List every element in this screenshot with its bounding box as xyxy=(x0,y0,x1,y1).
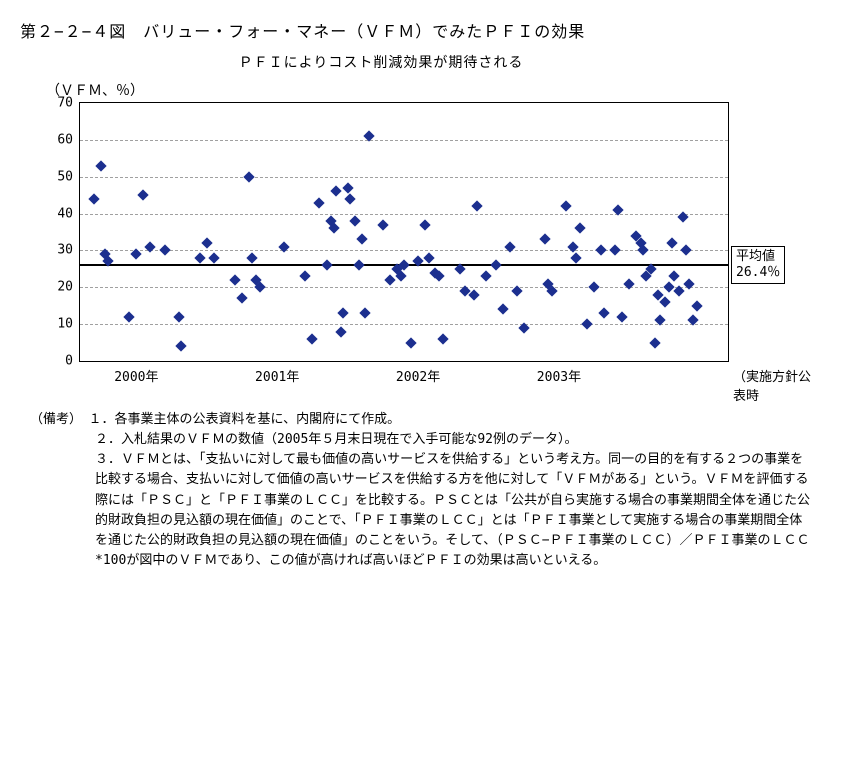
data-point xyxy=(497,304,508,315)
gridline xyxy=(80,214,728,215)
data-point xyxy=(560,201,571,212)
y-tick-label: 60 xyxy=(25,132,73,147)
data-point xyxy=(342,182,353,193)
mean-callout-line2: 26.4％ xyxy=(736,265,780,281)
data-point xyxy=(581,318,592,329)
note-lead xyxy=(30,430,95,450)
note-text: １．各事業主体の公表資料を基に、内閣府にて作成。 xyxy=(89,410,401,430)
data-point xyxy=(173,311,184,322)
data-point xyxy=(598,307,609,318)
data-point xyxy=(377,219,388,230)
data-point xyxy=(359,307,370,318)
data-point xyxy=(356,234,367,245)
data-point xyxy=(246,252,257,263)
data-point xyxy=(314,197,325,208)
note-text: ２．入札結果のＶＦＭの数値（2005年５月末日現在で入手可能な92例のデータ）。 xyxy=(95,430,577,450)
chart-container: 010203040506070 2000年2001年2002年2003年 平均値… xyxy=(25,102,817,392)
y-tick-label: 0 xyxy=(25,354,73,369)
data-point xyxy=(321,259,332,270)
note-lead: （備考） xyxy=(30,410,89,430)
data-point xyxy=(680,245,691,256)
data-point xyxy=(307,333,318,344)
data-point xyxy=(349,215,360,226)
data-point xyxy=(434,271,445,282)
x-tick-label: 2000年 xyxy=(114,366,158,385)
data-point xyxy=(490,259,501,270)
data-point xyxy=(255,282,266,293)
y-tick-label: 10 xyxy=(25,317,73,332)
x-tick-label: 2003年 xyxy=(537,366,581,385)
data-point xyxy=(201,237,212,248)
data-point xyxy=(589,282,600,293)
data-point xyxy=(300,271,311,282)
data-point xyxy=(669,271,680,282)
gridline xyxy=(80,324,728,325)
note-row: ２．入札結果のＶＦＭの数値（2005年５月末日現在で入手可能な92例のデータ）。 xyxy=(30,430,812,450)
x-axis-note: （実施方針公表時 xyxy=(733,366,817,404)
data-point xyxy=(419,219,430,230)
data-point xyxy=(236,293,247,304)
mean-callout: 平均値 26.4％ xyxy=(731,246,785,285)
data-point xyxy=(194,252,205,263)
data-point xyxy=(159,245,170,256)
gridline xyxy=(80,250,728,251)
data-point xyxy=(666,237,677,248)
plot-area xyxy=(79,102,729,362)
gridline xyxy=(80,177,728,178)
data-point xyxy=(649,337,660,348)
y-tick-label: 70 xyxy=(25,96,73,111)
data-point xyxy=(353,259,364,270)
x-tick-label: 2002年 xyxy=(396,366,440,385)
y-tick-label: 50 xyxy=(25,169,73,184)
data-point xyxy=(570,252,581,263)
y-tick-label: 20 xyxy=(25,280,73,295)
mean-callout-line1: 平均値 xyxy=(736,249,780,265)
data-point xyxy=(539,234,550,245)
gridline xyxy=(80,140,728,141)
data-point xyxy=(472,201,483,212)
data-point xyxy=(124,311,135,322)
data-point xyxy=(331,186,342,197)
data-point xyxy=(338,307,349,318)
data-point xyxy=(345,193,356,204)
figure-title: 第２−２−４図 バリュー・フォー・マネー（ＶＦＭ）でみたＰＦＩの効果 xyxy=(20,18,822,42)
note-row: ３．ＶＦＭとは、「支払いに対して最も価値の高いサービスを供給する」という考え方。… xyxy=(30,450,812,571)
note-lead xyxy=(30,450,95,470)
data-point xyxy=(424,252,435,263)
data-point xyxy=(480,271,491,282)
data-point xyxy=(208,252,219,263)
note-text: ３．ＶＦＭとは、「支払いに対して最も価値の高いサービスを供給する」という考え方。… xyxy=(95,450,812,571)
data-point xyxy=(95,160,106,171)
data-point xyxy=(438,333,449,344)
data-point xyxy=(610,245,621,256)
data-point xyxy=(405,337,416,348)
data-point xyxy=(638,245,649,256)
y-axis-label: （ＶＦＭ、％） xyxy=(46,80,822,100)
y-tick-label: 40 xyxy=(25,206,73,221)
data-point xyxy=(396,271,407,282)
y-tick-label: 30 xyxy=(25,243,73,258)
data-point xyxy=(243,171,254,182)
data-point xyxy=(617,311,628,322)
figure-subtitle: ＰＦＩによりコスト削減効果が期待される xyxy=(20,52,822,72)
data-point xyxy=(384,274,395,285)
data-point xyxy=(138,189,149,200)
data-point xyxy=(574,223,585,234)
x-tick-label: 2001年 xyxy=(255,366,299,385)
data-point xyxy=(691,300,702,311)
data-point xyxy=(88,193,99,204)
data-point xyxy=(596,245,607,256)
note-row: （備考） １．各事業主体の公表資料を基に、内閣府にて作成。 xyxy=(30,410,812,430)
data-point xyxy=(176,341,187,352)
notes-block: （備考） １．各事業主体の公表資料を基に、内閣府にて作成。 ２．入札結果のＶＦＭ… xyxy=(30,410,812,571)
data-point xyxy=(229,274,240,285)
data-point xyxy=(335,326,346,337)
data-point xyxy=(659,296,670,307)
